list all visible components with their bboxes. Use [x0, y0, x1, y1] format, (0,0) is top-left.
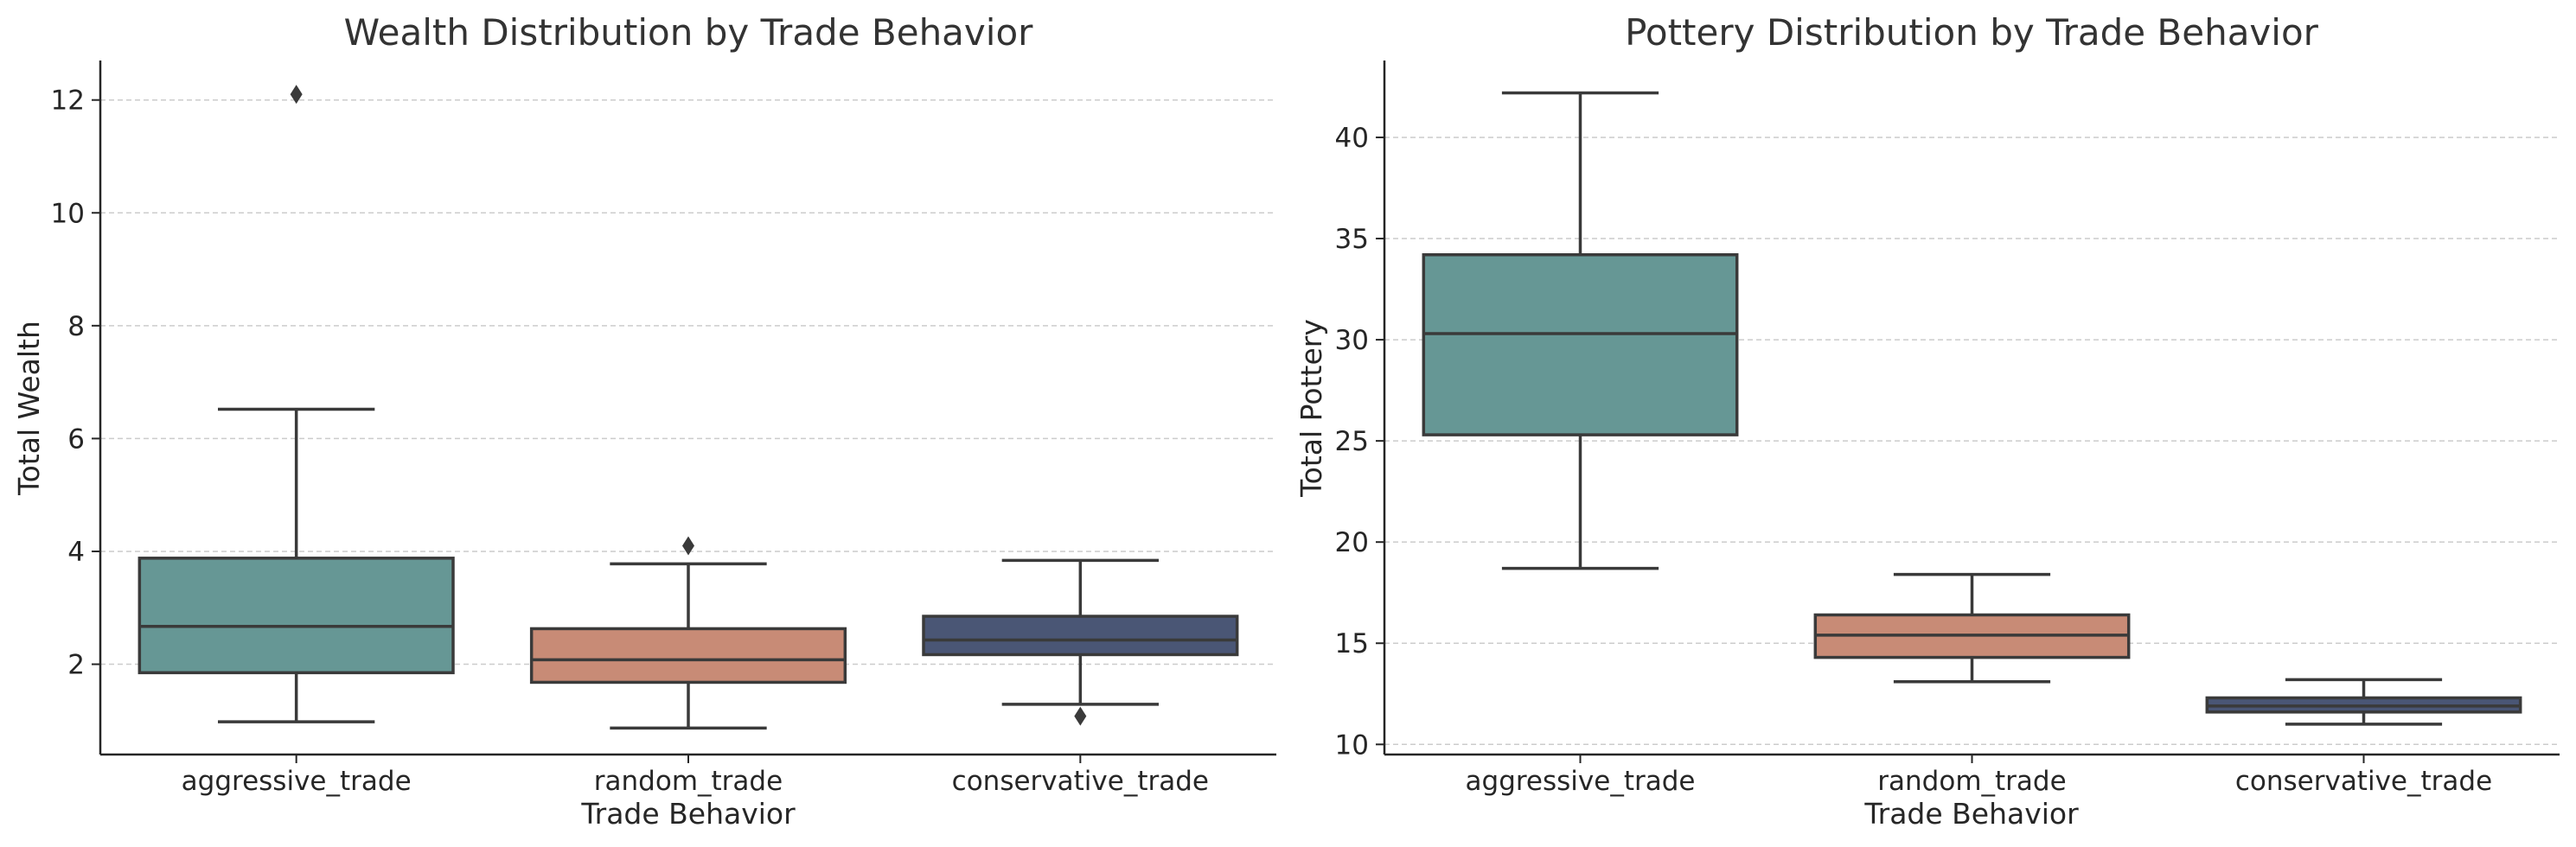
x-axis-label: Trade Behavior [580, 797, 796, 831]
x-tick-label: aggressive_trade [1466, 766, 1696, 797]
box-aggressive_trade [1422, 91, 1739, 570]
chart-title: Wealth Distribution by Trade Behavior [344, 11, 1034, 54]
box-conservative_trade [922, 558, 1239, 726]
y-tick-label: 8 [67, 311, 85, 342]
x-tick-label: conservative_trade [952, 766, 1209, 797]
y-tick-label: 2 [67, 650, 85, 681]
y-tick-label: 10 [51, 198, 85, 229]
y-tick-label: 15 [1335, 628, 1369, 659]
y-tick-label: 35 [1335, 224, 1369, 255]
y-tick-label: 4 [67, 537, 85, 568]
iqr-box [922, 615, 1239, 657]
iqr-box [529, 627, 847, 685]
y-tick-label: 10 [1335, 729, 1369, 761]
iqr-box [137, 557, 455, 675]
y-tick-label: 20 [1335, 527, 1369, 558]
x-tick-label: random_trade [1877, 766, 2066, 797]
y-tick-label: 40 [1335, 123, 1369, 154]
grid-lines [1384, 137, 2560, 746]
outlier-point [682, 536, 694, 556]
y-tick-label: 12 [51, 86, 85, 117]
chart-title: Pottery Distribution by Trade Behavior [1625, 11, 2319, 54]
box-conservative_trade [2205, 678, 2522, 726]
iqr-box [1422, 252, 1739, 436]
x-tick-label: aggressive_trade [182, 766, 412, 797]
box-random_trade [1813, 572, 2131, 684]
y-axis-label: Total Pottery [1294, 319, 1328, 498]
box-random_trade [529, 536, 847, 730]
x-tick-label: conservative_trade [2235, 766, 2492, 797]
y-axis-label: Total Wealth [12, 321, 46, 496]
x-tick-label: random_trade [594, 766, 783, 797]
y-tick-label: 6 [67, 424, 85, 455]
x-axis-label: Trade Behavior [1863, 797, 2079, 831]
y-tick-label: 25 [1335, 426, 1369, 457]
outlier-point [290, 85, 303, 105]
box-aggressive_trade [137, 85, 455, 723]
pottery-chart: Pottery Distribution by Trade Behavior T… [1294, 11, 2560, 831]
y-tick-label: 30 [1335, 325, 1369, 356]
wealth-chart: Wealth Distribution by Trade Behavior Tr… [12, 11, 1276, 831]
outlier-point [1074, 706, 1087, 726]
